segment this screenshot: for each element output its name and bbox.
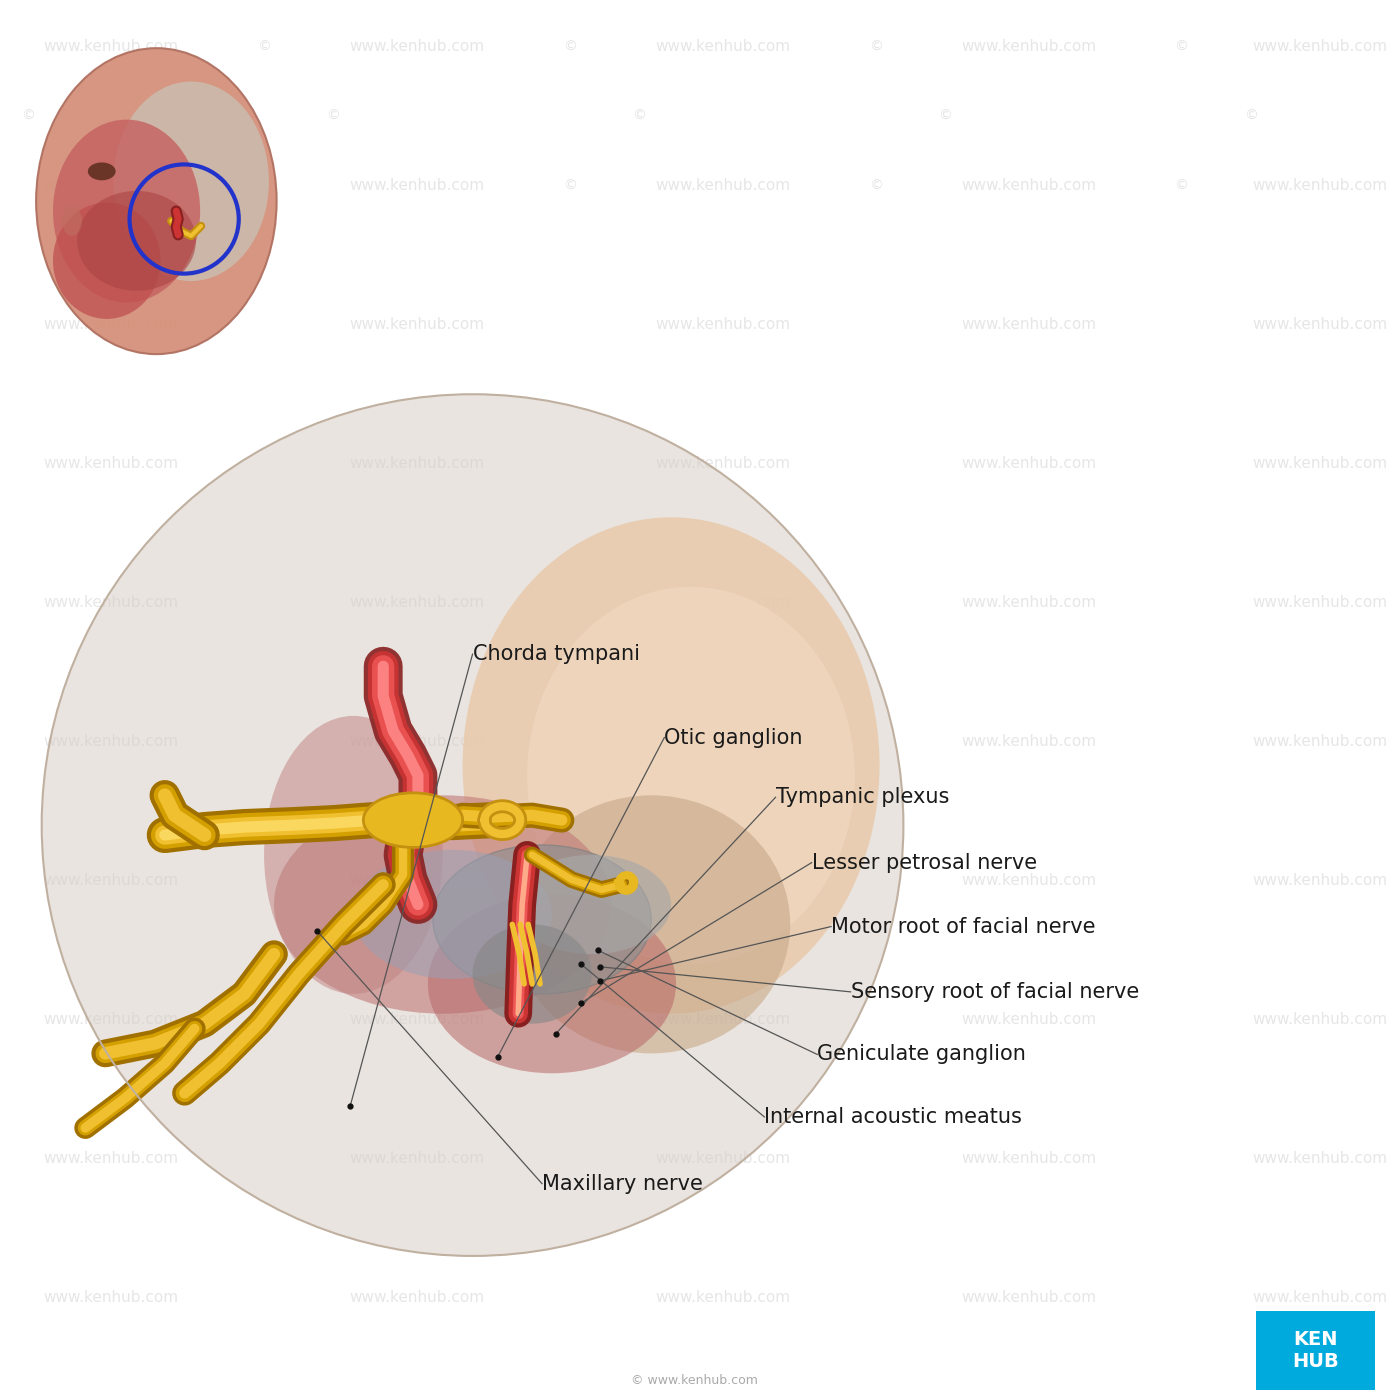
Text: ©: © <box>1175 39 1189 53</box>
Text: ©: © <box>563 39 577 53</box>
Ellipse shape <box>77 190 196 291</box>
Ellipse shape <box>473 924 592 1023</box>
Text: www.kenhub.com: www.kenhub.com <box>960 456 1096 472</box>
Ellipse shape <box>428 895 676 1074</box>
Text: www.kenhub.com: www.kenhub.com <box>655 874 790 888</box>
Ellipse shape <box>53 119 200 302</box>
Text: www.kenhub.com: www.kenhub.com <box>43 1012 179 1028</box>
Text: www.kenhub.com: www.kenhub.com <box>1253 734 1387 749</box>
Text: www.kenhub.com: www.kenhub.com <box>43 595 179 610</box>
Text: Maxillary nerve: Maxillary nerve <box>542 1173 703 1194</box>
Text: www.kenhub.com: www.kenhub.com <box>350 1012 484 1028</box>
Ellipse shape <box>274 795 612 1014</box>
Text: Motor root of facial nerve: Motor root of facial nerve <box>832 917 1096 937</box>
Text: www.kenhub.com: www.kenhub.com <box>350 595 484 610</box>
Text: www.kenhub.com: www.kenhub.com <box>43 178 179 193</box>
Text: www.kenhub.com: www.kenhub.com <box>960 318 1096 332</box>
Text: www.kenhub.com: www.kenhub.com <box>43 874 179 888</box>
Text: www.kenhub.com: www.kenhub.com <box>350 178 484 193</box>
Text: www.kenhub.com: www.kenhub.com <box>655 1151 790 1166</box>
Text: KEN
HUB: KEN HUB <box>1292 1330 1338 1371</box>
Text: ©: © <box>868 179 882 193</box>
Text: www.kenhub.com: www.kenhub.com <box>1253 318 1387 332</box>
Text: Tympanic plexus: Tympanic plexus <box>776 787 949 808</box>
Text: www.kenhub.com: www.kenhub.com <box>960 1151 1096 1166</box>
Text: www.kenhub.com: www.kenhub.com <box>1253 1012 1387 1028</box>
Ellipse shape <box>512 795 790 1053</box>
Text: www.kenhub.com: www.kenhub.com <box>43 318 179 332</box>
Text: www.kenhub.com: www.kenhub.com <box>655 456 790 472</box>
Text: www.kenhub.com: www.kenhub.com <box>1253 874 1387 888</box>
Text: ©: © <box>258 39 272 53</box>
Text: www.kenhub.com: www.kenhub.com <box>960 39 1096 55</box>
Text: www.kenhub.com: www.kenhub.com <box>655 595 790 610</box>
Text: www.kenhub.com: www.kenhub.com <box>1253 456 1387 472</box>
Text: ©: © <box>633 109 647 123</box>
Ellipse shape <box>364 792 462 847</box>
Text: ©: © <box>1175 179 1189 193</box>
Text: www.kenhub.com: www.kenhub.com <box>1253 178 1387 193</box>
Text: ©: © <box>21 109 35 123</box>
Text: www.kenhub.com: www.kenhub.com <box>350 734 484 749</box>
Ellipse shape <box>113 81 269 281</box>
Text: www.kenhub.com: www.kenhub.com <box>655 39 790 55</box>
Text: www.kenhub.com: www.kenhub.com <box>960 874 1096 888</box>
Text: ©: © <box>326 109 340 123</box>
Text: www.kenhub.com: www.kenhub.com <box>350 874 484 888</box>
Ellipse shape <box>53 203 161 319</box>
Circle shape <box>42 395 903 1256</box>
Ellipse shape <box>353 850 552 979</box>
Text: Internal acoustic meatus: Internal acoustic meatus <box>764 1107 1022 1127</box>
Text: www.kenhub.com: www.kenhub.com <box>960 1012 1096 1028</box>
Text: Lesser petrosal nerve: Lesser petrosal nerve <box>812 853 1037 872</box>
Ellipse shape <box>512 855 671 955</box>
Text: www.kenhub.com: www.kenhub.com <box>350 318 484 332</box>
Text: www.kenhub.com: www.kenhub.com <box>960 178 1096 193</box>
Text: www.kenhub.com: www.kenhub.com <box>960 595 1096 610</box>
Text: www.kenhub.com: www.kenhub.com <box>350 1291 484 1305</box>
Text: © www.kenhub.com: © www.kenhub.com <box>631 1373 759 1386</box>
Text: Geniculate ganglion: Geniculate ganglion <box>818 1044 1026 1064</box>
Text: www.kenhub.com: www.kenhub.com <box>43 456 179 472</box>
Text: www.kenhub.com: www.kenhub.com <box>43 734 179 749</box>
Ellipse shape <box>462 518 879 1014</box>
Text: www.kenhub.com: www.kenhub.com <box>655 1012 790 1028</box>
Text: www.kenhub.com: www.kenhub.com <box>655 318 790 332</box>
Text: www.kenhub.com: www.kenhub.com <box>1253 1291 1387 1305</box>
Text: www.kenhub.com: www.kenhub.com <box>960 1291 1096 1305</box>
Text: www.kenhub.com: www.kenhub.com <box>350 1151 484 1166</box>
Text: www.kenhub.com: www.kenhub.com <box>43 1151 179 1166</box>
Text: www.kenhub.com: www.kenhub.com <box>960 734 1096 749</box>
Text: www.kenhub.com: www.kenhub.com <box>655 178 790 193</box>
Text: ©: © <box>868 39 882 53</box>
Text: www.kenhub.com: www.kenhub.com <box>1253 39 1387 55</box>
Text: www.kenhub.com: www.kenhub.com <box>1253 1151 1387 1166</box>
Text: Chorda tympani: Chorda tympani <box>473 644 640 664</box>
Text: Sensory root of facial nerve: Sensory root of facial nerve <box>851 981 1138 1002</box>
Text: www.kenhub.com: www.kenhub.com <box>43 1291 179 1305</box>
Text: Otic ganglion: Otic ganglion <box>665 728 802 748</box>
Ellipse shape <box>36 48 277 354</box>
Text: ©: © <box>258 179 272 193</box>
Text: ©: © <box>938 109 952 123</box>
Ellipse shape <box>528 587 855 965</box>
Text: www.kenhub.com: www.kenhub.com <box>350 39 484 55</box>
Text: www.kenhub.com: www.kenhub.com <box>655 734 790 749</box>
Text: www.kenhub.com: www.kenhub.com <box>1253 595 1387 610</box>
Ellipse shape <box>88 162 116 181</box>
Ellipse shape <box>265 715 442 994</box>
FancyBboxPatch shape <box>1256 1310 1375 1390</box>
Text: www.kenhub.com: www.kenhub.com <box>655 1291 790 1305</box>
Ellipse shape <box>62 206 83 235</box>
Text: ©: © <box>563 179 577 193</box>
Text: ©: © <box>1245 109 1257 123</box>
Text: www.kenhub.com: www.kenhub.com <box>350 456 484 472</box>
Ellipse shape <box>433 846 651 994</box>
Text: www.kenhub.com: www.kenhub.com <box>43 39 179 55</box>
